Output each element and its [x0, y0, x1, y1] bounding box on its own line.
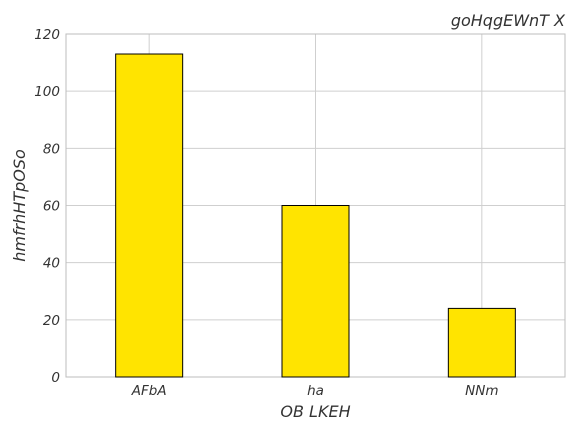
x-tick-label: NNm	[465, 383, 498, 399]
y-tick-label: 120	[34, 27, 60, 43]
y-tick-label: 60	[43, 199, 60, 215]
y-tick-label: 20	[43, 313, 60, 329]
bar-NNm	[447, 307, 516, 378]
x-tick-labels: AFbA ha NNm	[131, 383, 499, 399]
bar-ha	[281, 205, 350, 378]
y-tick-labels: 0 20 40 60 80 100 120	[34, 27, 60, 386]
x-axis-label: OB LKEH	[280, 402, 350, 421]
y-tick-label: 80	[43, 141, 60, 157]
y-tick-label: 40	[43, 256, 60, 272]
chart-title: goHqgEWnT X	[451, 11, 566, 30]
bar-AFbA	[115, 53, 184, 378]
bars	[115, 53, 516, 378]
y-tick-label: 0	[51, 370, 60, 386]
x-tick-label: ha	[307, 383, 324, 399]
x-tick-label: AFbA	[131, 383, 167, 399]
y-axis-label: hmfrhHTpOSo	[10, 149, 29, 262]
y-tick-label: 100	[34, 84, 60, 100]
